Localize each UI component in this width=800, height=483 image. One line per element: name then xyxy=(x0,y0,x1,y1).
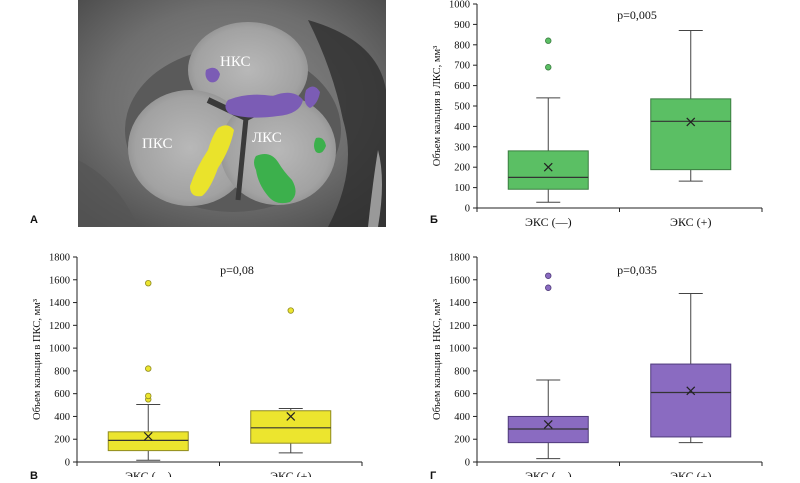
x-category-label: ЭКС (+) xyxy=(670,215,711,229)
mean-marker xyxy=(686,386,696,396)
y-tick-label: 400 xyxy=(454,412,470,423)
y-tick-label: 1800 xyxy=(49,253,70,264)
y-tick-label: 100 xyxy=(454,183,470,194)
boxplot-lks: 0 100 200 300 400 500 600 700 800 900 1000 Объем ка… xyxy=(432,0,763,229)
mean-marker xyxy=(543,162,553,172)
y-tick-label: 800 xyxy=(54,366,70,377)
y-tick-label: 400 xyxy=(454,122,470,133)
outlier-point xyxy=(545,272,552,279)
p-value: p=0,035 xyxy=(617,263,657,277)
ct-scan-svg: НКС ПКС ЛКС xyxy=(78,0,386,227)
ct-scan-image: НКС ПКС ЛКС xyxy=(78,0,386,227)
outlier-point xyxy=(545,64,552,71)
y-tick-label: 200 xyxy=(54,435,70,446)
y-tick-label: 700 xyxy=(454,61,470,72)
box-iqr xyxy=(507,150,589,190)
y-tick-label: 400 xyxy=(54,412,70,423)
lks-calcium xyxy=(254,154,296,204)
x-category-label: ЭКС (+) xyxy=(670,469,711,477)
outlier-point xyxy=(145,392,152,400)
panel-label-b: Б xyxy=(430,214,438,226)
y-axis-label: Объем кальция в НКС, мм³ xyxy=(432,299,443,420)
boxplot-nks: 0 200 400 600 800 1000 1200 1400 1600 1800 Объем к… xyxy=(432,253,763,477)
box-iqr xyxy=(650,98,732,171)
lks-calcium-2 xyxy=(314,137,326,154)
x-category-label: ЭКС (—) xyxy=(525,215,572,229)
nks-calcium xyxy=(205,67,220,83)
mean-marker xyxy=(286,412,296,421)
y-tick-label: 1200 xyxy=(449,321,470,332)
y-tick-label: 800 xyxy=(454,366,470,377)
mean-marker xyxy=(143,431,153,441)
y-tick-label: 800 xyxy=(454,40,470,51)
p-value: p=0,08 xyxy=(220,263,254,277)
y-tick-label: 600 xyxy=(454,389,470,400)
y-tick-label: 1800 xyxy=(449,253,470,264)
x-category-label: ЭКС (—) xyxy=(125,469,172,477)
y-tick-label: 200 xyxy=(454,435,470,446)
y-tick-label: 1600 xyxy=(49,275,70,286)
box-iqr xyxy=(650,363,732,438)
y-tick-label: 1200 xyxy=(49,321,70,332)
ct-label-lks: ЛКС xyxy=(252,130,282,146)
mean-marker xyxy=(686,117,696,127)
y-tick-label: 0 xyxy=(65,458,70,469)
y-axis-label: Объем кальция в ПКС, мм³ xyxy=(32,299,43,420)
ct-label-pks: ПКС xyxy=(142,136,172,152)
ct-label-nks: НКС xyxy=(220,54,250,70)
outlier-point xyxy=(545,284,552,291)
panel-label-a: А xyxy=(30,214,38,226)
y-tick-label: 300 xyxy=(454,142,470,153)
outlier-point xyxy=(545,37,552,44)
panel-label-g: Г xyxy=(430,470,437,482)
y-tick-label: 500 xyxy=(454,102,470,113)
outlier-point xyxy=(145,279,152,287)
y-tick-label: 0 xyxy=(465,204,470,215)
x-category-label: ЭКС (—) xyxy=(525,469,572,477)
p-value: p=0,005 xyxy=(617,8,657,22)
y-tick-label: 600 xyxy=(54,389,70,400)
nks-calcium-3 xyxy=(304,86,320,108)
y-tick-label: 1000 xyxy=(449,0,470,11)
nks-calcium-2 xyxy=(225,92,303,118)
mean-marker xyxy=(543,419,553,429)
y-axis-label: Объем кальция в ЛКС, мм³ xyxy=(432,46,443,167)
pks-calcium xyxy=(190,125,234,197)
box-iqr xyxy=(107,431,189,452)
y-tick-label: 900 xyxy=(454,20,470,31)
y-tick-label: 200 xyxy=(454,163,470,174)
panel-label-v: В xyxy=(30,470,38,482)
y-tick-label: 1000 xyxy=(449,344,470,355)
outlier-point xyxy=(287,307,294,314)
y-tick-label: 1400 xyxy=(449,298,470,309)
y-tick-label: 0 xyxy=(465,458,470,469)
y-tick-label: 1600 xyxy=(449,275,470,286)
outlier-point xyxy=(145,365,152,372)
y-tick-label: 600 xyxy=(454,81,470,92)
x-category-label: ЭКС (+) xyxy=(270,469,311,477)
y-tick-label: 1400 xyxy=(49,298,70,309)
y-tick-label: 1000 xyxy=(49,344,70,355)
boxplot-pks: 0 200 400 600 800 1000 1200 1400 1600 1800 Объем к… xyxy=(32,253,363,477)
